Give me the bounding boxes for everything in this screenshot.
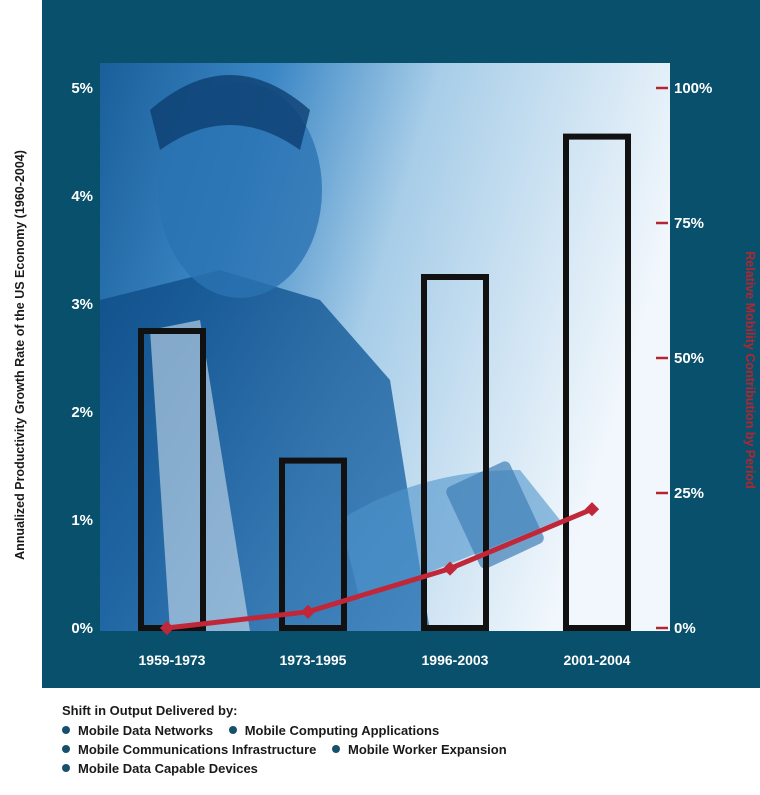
bullet-icon xyxy=(332,745,340,753)
line-point xyxy=(442,561,458,576)
legend-item: Mobile Computing Applications xyxy=(228,721,440,740)
y-tick-label-left: 4% xyxy=(71,188,93,205)
y-tick-label-left: 0% xyxy=(71,620,93,637)
line-point xyxy=(300,604,316,619)
y-tick-label-right: 75% xyxy=(674,215,704,232)
y-axis-title-right: Relative Mobility Contribution by Period xyxy=(743,251,757,489)
series-line xyxy=(166,506,593,631)
legend: Shift in Output Delivered by: Mobile Dat… xyxy=(62,703,742,778)
legend-label: Mobile Communications Infrastructure xyxy=(78,742,317,757)
bullet-icon xyxy=(62,726,70,734)
legend-row-2: Mobile Communications Infrastructure Mob… xyxy=(62,740,742,759)
legend-label: Mobile Data Capable Devices xyxy=(78,761,258,776)
legend-item: Mobile Data Networks xyxy=(62,721,213,740)
y-tick-label-left: 2% xyxy=(71,404,93,421)
y-tick-label-right: 25% xyxy=(674,485,704,502)
y-tick-label-left: 1% xyxy=(71,512,93,529)
legend-label: Mobile Data Networks xyxy=(78,723,214,738)
bullet-icon xyxy=(62,764,70,772)
bullet-icon xyxy=(62,745,70,753)
y-tick-label-left: 3% xyxy=(71,296,93,313)
bar xyxy=(421,274,489,631)
bar xyxy=(279,457,347,631)
x-tick-label: 2001-2004 xyxy=(564,652,631,668)
x-tick-label: 1973-1995 xyxy=(280,652,347,668)
x-tick-label: 1959-1973 xyxy=(139,652,206,668)
y-tick-label-left: 5% xyxy=(71,80,93,97)
background-photo xyxy=(100,63,670,631)
legend-row-3: Mobile Data Capable Devices xyxy=(62,759,742,778)
bar xyxy=(563,133,631,631)
legend-label: Mobile Computing Applications xyxy=(244,723,440,738)
legend-item: Mobile Data Capable Devices xyxy=(62,759,258,778)
chart: 0% 1% 2% 3% 4% 5% 0% 25% 50% 75% 100% 1959-1973 1973… xyxy=(13,0,760,688)
legend-title: Shift in Output Delivered by: xyxy=(62,703,238,718)
bullet-icon xyxy=(228,726,237,734)
y-axis-title-left: Annualized Productivity Growth Rate of t… xyxy=(13,150,27,560)
line-point xyxy=(159,620,175,636)
y-tick-label-right: 50% xyxy=(674,350,704,367)
legend-row-1: Mobile Data Networks Mobile Computing Ap… xyxy=(62,721,742,740)
legend-item: Mobile Communications Infrastructure xyxy=(62,740,316,759)
y-tick-label-right: 0% xyxy=(674,620,696,637)
legend-item: Mobile Worker Expansion xyxy=(332,740,507,759)
legend-label: Mobile Worker Expansion xyxy=(348,742,507,757)
x-tick-label: 1996-2003 xyxy=(422,652,489,668)
y-tick-label-right: 100% xyxy=(674,80,712,97)
line-point xyxy=(584,502,600,517)
